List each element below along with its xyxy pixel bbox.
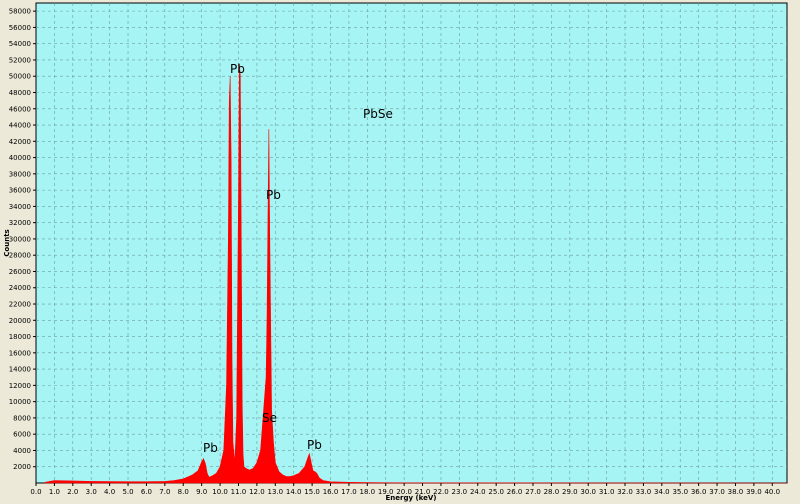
x-tick-label: 40.0 <box>764 488 780 496</box>
y-tick-label: 52000 <box>9 56 31 64</box>
x-tick-label: 14.0 <box>286 488 302 496</box>
x-tick-label: 12.0 <box>249 488 265 496</box>
y-tick-label: 6000 <box>13 431 31 439</box>
x-tick-label: 19.0 <box>378 488 394 496</box>
x-tick-label: 20.0 <box>396 488 412 496</box>
x-axis-title: Energy (keV) <box>385 494 436 502</box>
y-tick-label: 10000 <box>9 398 31 406</box>
x-tick-label: 35.0 <box>672 488 688 496</box>
y-tick-label: 34000 <box>9 203 31 211</box>
y-tick-label: 30000 <box>9 235 31 243</box>
y-tick-label: 28000 <box>9 252 31 260</box>
y-tick-label: 14000 <box>9 366 31 374</box>
x-tick-label: 23.0 <box>452 488 468 496</box>
x-tick-label: 32.0 <box>617 488 633 496</box>
y-tick-label: 2000 <box>13 463 31 471</box>
x-tick-label: 33.0 <box>636 488 652 496</box>
x-tick-label: 3.0 <box>86 488 97 496</box>
x-tick-label: 26.0 <box>507 488 523 496</box>
y-tick-label: 54000 <box>9 40 31 48</box>
x-tick-label: 11.0 <box>231 488 247 496</box>
x-tick-label: 7.0 <box>159 488 170 496</box>
x-tick-label: 6.0 <box>141 488 152 496</box>
y-tick-label: 8000 <box>13 414 31 422</box>
y-tick-label: 44000 <box>9 122 31 130</box>
x-tick-label: 2.0 <box>67 488 78 496</box>
x-tick-label: 8.0 <box>178 488 189 496</box>
x-tick-label: 16.0 <box>323 488 339 496</box>
y-tick-label: 50000 <box>9 73 31 81</box>
x-tick-label: 21.0 <box>415 488 431 496</box>
y-tick-label: 16000 <box>9 349 31 357</box>
x-tick-label: 24.0 <box>470 488 486 496</box>
peak-label-se: Se <box>262 411 277 425</box>
x-tick-label: 30.0 <box>580 488 596 496</box>
spectrum-area <box>44 63 788 484</box>
y-tick-label: 40000 <box>9 154 31 162</box>
x-tick-label: 28.0 <box>544 488 560 496</box>
x-tick-label: 25.0 <box>488 488 504 496</box>
x-axis-ticks: 0.0 1.0 2.0 3.0 4.0 5.0 6.0 7.0 8.0 9.0 10.0 11.0 12… <box>30 483 780 496</box>
y-tick-label: 32000 <box>9 219 31 227</box>
y-tick-label: 20000 <box>9 317 31 325</box>
y-tick-label: 26000 <box>9 268 31 276</box>
peak-label-pb-10-5: Pb <box>230 62 245 76</box>
x-tick-label: 1.0 <box>49 488 60 496</box>
x-tick-label: 34.0 <box>654 488 670 496</box>
x-tick-label: 5.0 <box>122 488 133 496</box>
sample-label: PbSe <box>363 107 393 121</box>
x-tick-label: 39.0 <box>746 488 762 496</box>
x-tick-label: 29.0 <box>562 488 578 496</box>
x-tick-label: 9.0 <box>196 488 207 496</box>
x-tick-label: 0.0 <box>30 488 41 496</box>
x-tick-label: 27.0 <box>525 488 541 496</box>
y-tick-label: 46000 <box>9 105 31 113</box>
y-tick-label: 36000 <box>9 187 31 195</box>
x-tick-label: 22.0 <box>433 488 449 496</box>
x-tick-label: 10.0 <box>212 488 228 496</box>
peak-label-pb-12-6: Pb <box>266 188 281 202</box>
x-tick-label: 17.0 <box>341 488 357 496</box>
y-tick-label: 18000 <box>9 333 31 341</box>
x-tick-label: 36.0 <box>691 488 707 496</box>
gridlines <box>36 3 787 483</box>
y-axis-title: Counts <box>3 229 11 256</box>
x-tick-label: 38.0 <box>728 488 744 496</box>
y-axis-ticks: 2000 4000 6000 8000 10000 12000 14000 16000 1800… <box>9 8 36 471</box>
x-tick-label: 31.0 <box>599 488 615 496</box>
y-tick-label: 48000 <box>9 89 31 97</box>
plot-area <box>35 2 788 484</box>
x-tick-label: 4.0 <box>104 488 115 496</box>
y-tick-label: 22000 <box>9 301 31 309</box>
peak-label-pb-14-8: Pb <box>307 438 322 452</box>
y-tick-label: 58000 <box>9 8 31 16</box>
y-tick-label: 38000 <box>9 170 31 178</box>
y-tick-label: 56000 <box>9 24 31 32</box>
x-tick-label: 37.0 <box>709 488 725 496</box>
x-tick-label: 15.0 <box>304 488 320 496</box>
y-tick-label: 12000 <box>9 382 31 390</box>
x-tick-label: 13.0 <box>267 488 283 496</box>
x-tick-label: 18.0 <box>360 488 376 496</box>
y-tick-label: 4000 <box>13 447 31 455</box>
peak-label-pb-9: Pb <box>203 441 218 455</box>
y-tick-label: 24000 <box>9 284 31 292</box>
y-tick-label: 42000 <box>9 138 31 146</box>
